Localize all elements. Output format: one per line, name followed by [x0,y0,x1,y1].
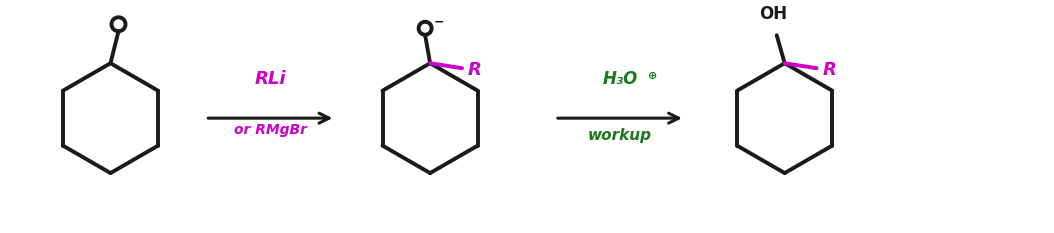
Text: −: − [434,16,445,29]
Text: OH: OH [759,5,786,23]
Text: or RMgBr: or RMgBr [234,123,307,137]
Text: H₃O: H₃O [602,70,638,88]
Text: ⊕: ⊕ [648,71,658,81]
Text: workup: workup [588,128,651,143]
Text: RLi: RLi [255,70,286,88]
Text: R: R [822,61,837,79]
Text: R: R [468,61,482,79]
